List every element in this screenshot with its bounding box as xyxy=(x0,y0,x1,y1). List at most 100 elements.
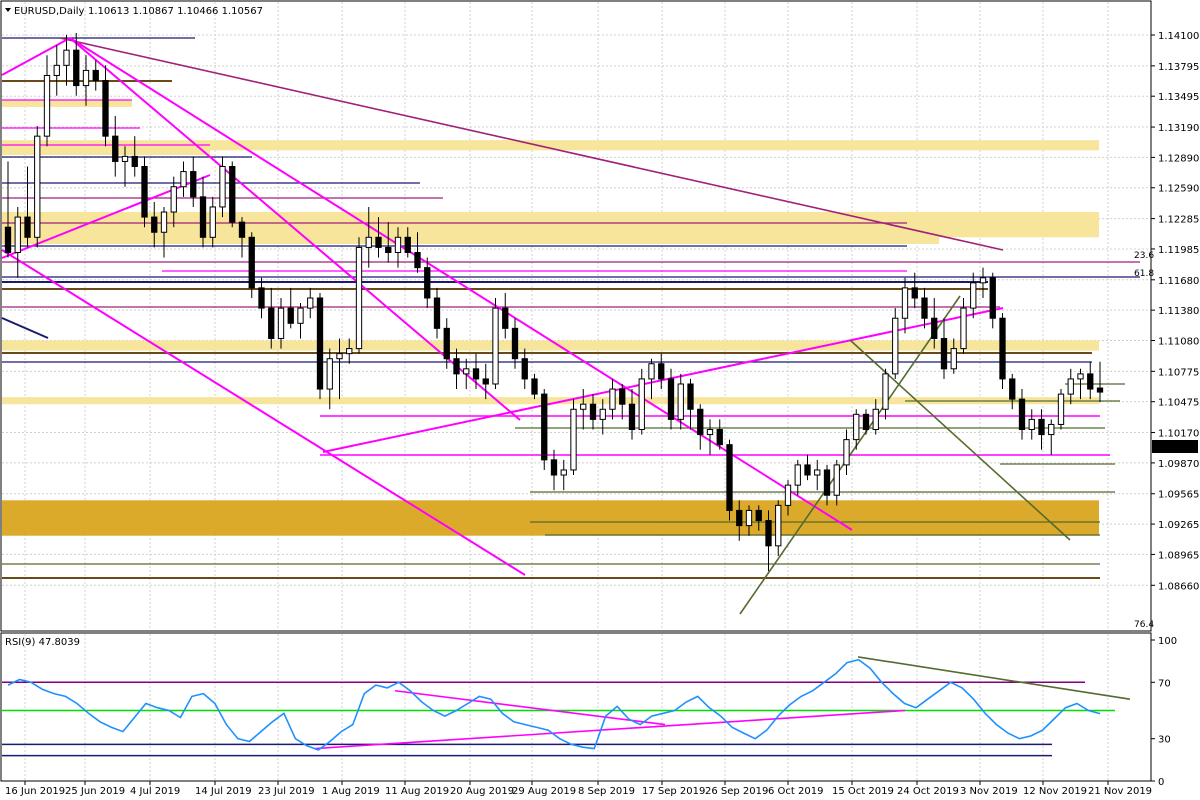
candle-body xyxy=(307,297,314,309)
date-label: 11 Aug 2019 xyxy=(385,786,449,797)
candle-body xyxy=(726,444,733,511)
candle-body xyxy=(960,307,967,350)
candle-body xyxy=(424,267,431,299)
candle-body xyxy=(911,287,918,299)
candle-body xyxy=(34,135,41,238)
candle-body xyxy=(92,69,99,82)
candle-body xyxy=(628,403,636,431)
candle-body xyxy=(170,186,177,213)
candle-body xyxy=(755,509,762,522)
candle-body xyxy=(882,373,889,410)
candle-body xyxy=(1096,387,1104,393)
rsi-trend-line xyxy=(857,656,1131,701)
candle-body xyxy=(677,383,684,420)
candle-body xyxy=(823,469,831,496)
candle-body xyxy=(433,297,441,329)
rsi-tick-label: 0 xyxy=(1158,777,1164,788)
candle-body xyxy=(375,236,382,248)
rsi-label: RSI(9) 47.8039 xyxy=(5,637,80,648)
ohlc-readout: 1.10613 1.10867 1.10466 1.10567 xyxy=(88,6,263,17)
date-label: 14 Jul 2019 xyxy=(195,786,252,797)
candle-series xyxy=(4,32,1104,572)
candle-body xyxy=(209,206,216,238)
date-label: 17 Sep 2019 xyxy=(642,786,705,797)
candle-body xyxy=(901,287,909,319)
zone-band xyxy=(2,140,1099,151)
candle-body xyxy=(619,388,626,405)
candle-body xyxy=(736,509,743,527)
candle-body xyxy=(921,297,928,319)
candle-body xyxy=(814,469,821,476)
date-axis: 16 Jun 2019 25 Jun 2019 4 Jul 2019 14 Jul 2… xyxy=(5,781,1152,797)
candle-body xyxy=(531,378,538,395)
candle-body xyxy=(745,509,753,527)
price-label: 1.11380 xyxy=(1158,306,1199,317)
price-label: 1.09565 xyxy=(1158,490,1199,501)
date-label: 23 Jul 2019 xyxy=(258,786,315,797)
candle-body xyxy=(638,378,645,431)
candle-body xyxy=(979,277,987,284)
candle-body xyxy=(238,221,246,238)
price-panel[interactable] xyxy=(0,0,1152,632)
candle-body xyxy=(833,464,840,496)
candle-body xyxy=(541,393,548,461)
candle-body xyxy=(43,74,51,137)
candle-body xyxy=(989,277,996,319)
candle-body xyxy=(463,368,470,375)
zone-band xyxy=(2,397,1099,405)
trend-line xyxy=(1,317,49,339)
candle-body xyxy=(453,358,460,375)
candle-body xyxy=(892,317,899,375)
candle-body xyxy=(394,236,402,253)
candle-body xyxy=(482,378,489,385)
fib-label-76-4: 76.4 xyxy=(1134,620,1154,630)
candle-body xyxy=(570,408,577,471)
price-label: 1.08965 xyxy=(1158,550,1199,561)
rsi-trend-line xyxy=(394,689,666,726)
price-label: 1.09265 xyxy=(1158,520,1199,531)
candle-body xyxy=(697,408,704,436)
candle-body xyxy=(82,69,90,87)
candle-body xyxy=(287,307,294,324)
price-label: 1.10475 xyxy=(1158,398,1199,409)
candle-body xyxy=(141,166,148,218)
candle-body xyxy=(268,307,275,339)
candle-body xyxy=(121,155,129,162)
price-label: 1.11680 xyxy=(1158,276,1199,287)
date-label: 1 Aug 2019 xyxy=(322,786,380,797)
candle-body xyxy=(784,484,792,506)
candle-body xyxy=(1077,373,1084,380)
candle-body xyxy=(765,520,772,547)
candle-body xyxy=(931,317,938,339)
price-label: 1.12590 xyxy=(1158,184,1199,195)
price-label: 1.11985 xyxy=(1158,245,1199,256)
candle-body xyxy=(667,378,675,420)
candle-body xyxy=(199,196,207,238)
zone-band xyxy=(2,224,939,244)
rsi-panel[interactable] xyxy=(0,632,1152,782)
candle-body xyxy=(346,348,353,355)
candle-body xyxy=(1009,378,1016,400)
candle-body xyxy=(73,49,80,87)
candle-body xyxy=(297,307,304,324)
triangle-down-icon[interactable] xyxy=(5,8,11,12)
candle-body xyxy=(336,353,343,360)
candle-body xyxy=(804,464,811,476)
candle-body xyxy=(687,383,694,410)
date-label: 21 Nov 2019 xyxy=(1088,786,1152,797)
candle-body xyxy=(248,236,255,289)
candle-body xyxy=(794,464,801,486)
rsi-series xyxy=(2,656,1131,757)
zone-band xyxy=(2,500,1099,536)
price-label: 1.12890 xyxy=(1158,153,1199,164)
symbol-timeframe: EURUSD,Daily xyxy=(14,6,85,17)
candle-body xyxy=(950,348,957,370)
candle-body xyxy=(14,216,21,253)
date-label: 25 Jun 2019 xyxy=(65,786,125,797)
candle-body xyxy=(63,49,70,66)
candle-body xyxy=(180,171,187,188)
candle-body xyxy=(131,155,138,168)
rsi-trend-line xyxy=(314,709,906,750)
price-axis: 1.14100 1.13795 1.13495 1.13190 1.12890 1.125… xyxy=(1151,31,1199,592)
candle-body xyxy=(550,459,558,476)
